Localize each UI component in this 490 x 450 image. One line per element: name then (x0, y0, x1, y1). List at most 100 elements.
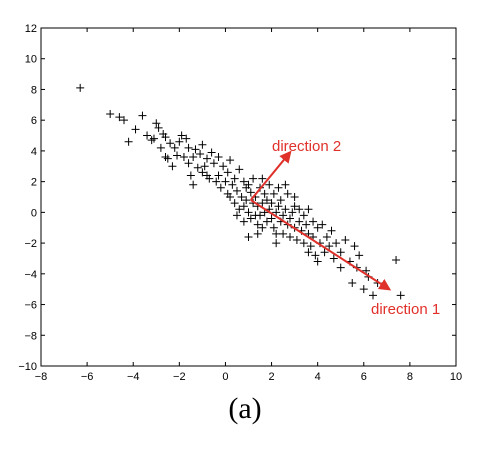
data-point (191, 145, 200, 154)
data-point (182, 134, 191, 143)
data-point (184, 143, 193, 152)
data-point (235, 165, 244, 174)
data-point (214, 153, 223, 162)
data-point (306, 242, 315, 251)
data-point (226, 156, 235, 165)
data-point (260, 189, 269, 198)
data-point (237, 193, 246, 201)
data-point (272, 208, 281, 217)
y-tick-label: −6 (24, 300, 37, 312)
data-point (179, 153, 188, 162)
data-point (223, 168, 232, 177)
figure-caption: (a) (228, 392, 262, 425)
data-point (106, 110, 115, 119)
data-point (274, 183, 283, 192)
data-point (161, 133, 170, 142)
data-point (244, 232, 253, 241)
x-tick-label: 0 (222, 371, 228, 383)
x-tick-label: 4 (315, 371, 321, 383)
data-point (369, 291, 377, 300)
data-point (166, 139, 175, 148)
data-point (170, 143, 179, 152)
data-point (120, 116, 128, 125)
y-tick-label: 12 (25, 23, 37, 35)
data-point (262, 217, 271, 226)
data-point (359, 285, 368, 294)
y-tick-label: 6 (31, 115, 37, 127)
data-point (290, 193, 299, 201)
y-tick-label: −10 (18, 361, 37, 373)
data-point (276, 196, 285, 205)
data-point (348, 279, 357, 288)
data-point (295, 205, 304, 214)
y-tick-label: 8 (31, 84, 37, 96)
data-point (149, 134, 158, 143)
data-point (143, 131, 152, 140)
data-point (244, 180, 253, 189)
y-tick-label: −8 (24, 330, 37, 342)
data-point (253, 220, 262, 229)
data-point (281, 180, 290, 189)
data-point (295, 217, 304, 226)
plot-background (40, 27, 457, 367)
data-point (262, 196, 271, 205)
data-point (214, 171, 223, 180)
y-tick-label: 10 (25, 54, 37, 66)
data-point (309, 217, 318, 226)
data-point (239, 217, 248, 226)
data-point (258, 223, 267, 232)
data-point (336, 263, 345, 272)
data-point (209, 159, 218, 168)
data-point (258, 174, 267, 183)
data-point (325, 242, 334, 251)
data-point (290, 202, 299, 211)
data-point (272, 239, 281, 248)
data-point (304, 205, 313, 214)
data-point (304, 248, 313, 257)
x-tick-label: −6 (81, 371, 94, 383)
data-point (302, 220, 311, 229)
data-point (269, 189, 278, 198)
data-point (286, 232, 294, 241)
data-point (216, 183, 225, 192)
data-point (281, 205, 290, 214)
data-point (267, 199, 276, 208)
data-point (244, 208, 253, 217)
data-point (327, 226, 336, 235)
data-point (249, 174, 258, 183)
y-tick-label: 4 (31, 146, 37, 158)
data-point (336, 248, 345, 257)
data-point (279, 211, 288, 220)
data-point (274, 202, 283, 211)
data-point (256, 211, 265, 220)
data-point (207, 148, 216, 157)
data-point (299, 239, 308, 248)
data-point (124, 137, 133, 146)
data-point (246, 214, 255, 223)
data-point (203, 171, 211, 180)
data-point (154, 123, 163, 132)
data-point (313, 223, 322, 232)
data-point (163, 154, 172, 163)
y-tick-label: −2 (24, 238, 37, 250)
x-tick-label: −8 (35, 371, 48, 383)
data-point (267, 214, 276, 223)
data-point (258, 199, 267, 208)
data-point (173, 151, 182, 160)
data-point (189, 153, 198, 162)
data-point (265, 180, 274, 189)
data-point (212, 177, 221, 186)
y-tick-label: 0 (31, 207, 37, 219)
direction-2-arrow (250, 150, 292, 201)
data-point (193, 163, 202, 172)
data-point (131, 125, 140, 134)
scatter-points (76, 83, 405, 300)
data-point (286, 214, 294, 223)
data-point (219, 162, 228, 171)
data-point (341, 236, 350, 245)
x-tick-label: 2 (268, 371, 274, 383)
data-point (230, 199, 239, 208)
data-point (232, 211, 241, 220)
